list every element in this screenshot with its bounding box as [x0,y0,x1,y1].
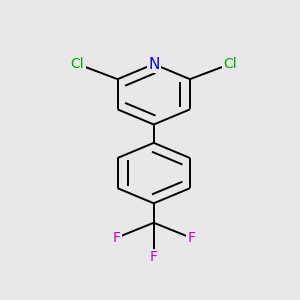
Text: F: F [112,231,120,245]
Text: N: N [148,57,159,72]
Text: F: F [150,250,158,264]
Text: F: F [187,231,195,245]
Text: Cl: Cl [71,57,84,71]
Text: Cl: Cl [223,57,237,71]
